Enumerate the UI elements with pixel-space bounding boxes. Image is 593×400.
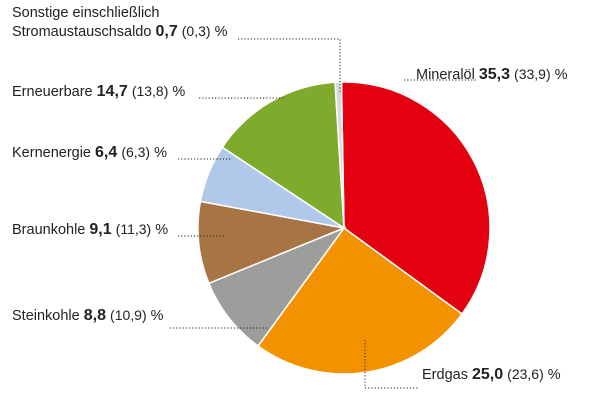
prev-erneuerbare: (13,8) — [131, 83, 169, 99]
unit-mineraloel: % — [554, 67, 568, 83]
leader-sonstige — [238, 38, 341, 94]
label-sonstige: Sonstige einschließlich Stromaustauschsa… — [12, 4, 227, 41]
label-steinkohle: Steinkohle 8,8 (10,9) % — [12, 306, 164, 325]
value-erdgas: 25,0 — [471, 366, 504, 383]
slice-erneuerbare — [221, 81, 345, 230]
label-kernenergie-name: Kernenergie — [12, 145, 91, 161]
prev-braunkohle: (11,3) — [115, 221, 152, 237]
label-braunkohle-name: Braunkohle — [12, 222, 86, 238]
label-mineraloel-name: Mineralöl — [416, 67, 475, 83]
value-kernenergie: 6,4 — [95, 144, 118, 161]
slice-erdgas — [256, 226, 464, 375]
unit-erneuerbare: % — [172, 84, 186, 100]
unit-sonstige: % — [214, 24, 228, 40]
prev-steinkohle: (10,9) — [110, 307, 147, 323]
label-erneuerbare-name: Erneuerbare — [12, 84, 93, 100]
prev-kernenergie: (6,3) — [121, 144, 151, 160]
value-sonstige: 0,7 — [155, 23, 178, 40]
prev-erdgas: (23,6) — [507, 366, 544, 382]
label-braunkohle: Braunkohle 9,1 (11,3) % — [12, 220, 168, 239]
unit-erdgas: % — [547, 367, 561, 383]
leader-erdgas — [364, 340, 418, 389]
label-erdgas: Erdgas 25,0 (23,6) % — [422, 365, 561, 384]
prev-sonstige: (0,3) — [181, 23, 211, 39]
value-braunkohle: 9,1 — [89, 221, 112, 238]
slice-sonstige — [334, 81, 345, 229]
unit-braunkohle: % — [155, 222, 169, 238]
unit-kernenergie: % — [154, 145, 168, 161]
slice-mineraloel — [340, 81, 491, 316]
label-erdgas-name: Erdgas — [422, 367, 468, 383]
label-erneuerbare: Erneuerbare 14,7 (13,8) % — [12, 82, 185, 101]
unit-steinkohle: % — [150, 308, 164, 324]
leader-lines — [170, 38, 476, 389]
label-mineraloel: Mineralöl 35,3 (33,9) % — [416, 65, 568, 84]
label-sonstige-line1: Sonstige einschließlich — [12, 5, 160, 21]
label-steinkohle-name: Steinkohle — [12, 308, 80, 324]
prev-mineraloel: (33,9) — [514, 66, 551, 82]
label-kernenergie: Kernenergie 6,4 (6,3) % — [12, 143, 167, 162]
label-sonstige-line2: Stromaustauschsaldo — [12, 24, 152, 40]
value-mineraloel: 35,3 — [478, 66, 511, 83]
value-erneuerbare: 14,7 — [96, 83, 128, 100]
slice-steinkohle — [207, 226, 347, 348]
pie-slices — [197, 81, 491, 375]
value-steinkohle: 8,8 — [83, 307, 106, 324]
